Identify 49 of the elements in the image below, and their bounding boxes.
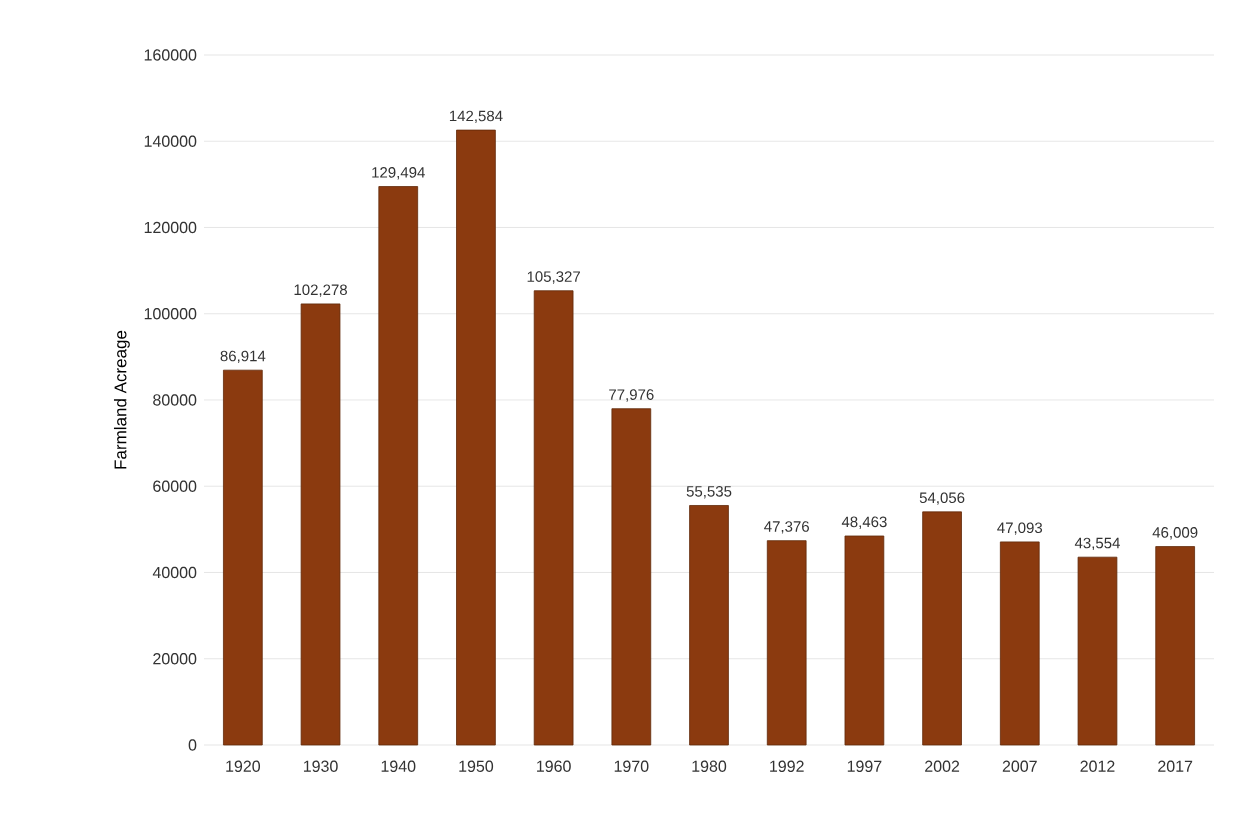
y-tick-label: 140000 [144,135,197,147]
data-label: 105,327 [527,271,580,284]
x-tick-label: 2017 [1158,760,1193,772]
data-label: 54,056 [919,492,965,505]
bar [456,129,496,746]
bar [1155,546,1195,746]
x-tick-label: 1960 [537,760,571,772]
bar [1077,556,1118,746]
data-label: 102,278 [294,284,347,297]
x-tick-label: 1970 [614,760,649,772]
x-tick-label: 1930 [303,760,338,772]
y-tick-label: 40000 [152,566,197,579]
data-label: 129,494 [372,167,425,180]
x-tick-label: 1992 [770,760,804,772]
bar [611,408,652,746]
x-tick-label: 1950 [459,760,494,772]
bar [844,535,885,746]
x-tick-label: 2007 [1002,760,1037,772]
y-axis-title: Farmland Acreage [113,330,130,469]
data-label: 55,535 [686,486,732,499]
bar [766,540,807,746]
data-label: 48,463 [841,516,887,529]
bar [689,505,729,746]
data-label: 142,584 [449,110,503,124]
x-tick-label: 1997 [847,760,882,772]
bar [533,290,574,746]
x-tick-label: 2002 [925,760,960,772]
data-label: 47,376 [764,521,809,534]
bar [922,511,962,746]
x-tick-label: 2012 [1080,760,1115,772]
bar [999,541,1040,746]
data-label: 86,914 [220,350,266,364]
data-label: 47,093 [997,522,1043,535]
x-tick-label: 1920 [226,760,261,772]
data-label: 77,976 [609,389,654,402]
y-tick-label: 0 [188,739,197,751]
y-tick-label: 20000 [153,653,197,665]
x-tick-label: 1980 [692,760,727,772]
y-tick-label: 80000 [153,394,197,406]
data-label: 46,009 [1152,527,1198,540]
y-tick-label: 100000 [144,308,197,320]
y-tick-label: 60000 [153,480,197,492]
x-tick-label: 1940 [381,760,416,772]
y-tick-label: 120000 [144,221,197,234]
bar [378,186,419,746]
y-tick-label: 160000 [144,49,197,61]
bar [223,369,263,746]
bar [300,303,341,746]
data-label: 43,554 [1074,537,1120,551]
